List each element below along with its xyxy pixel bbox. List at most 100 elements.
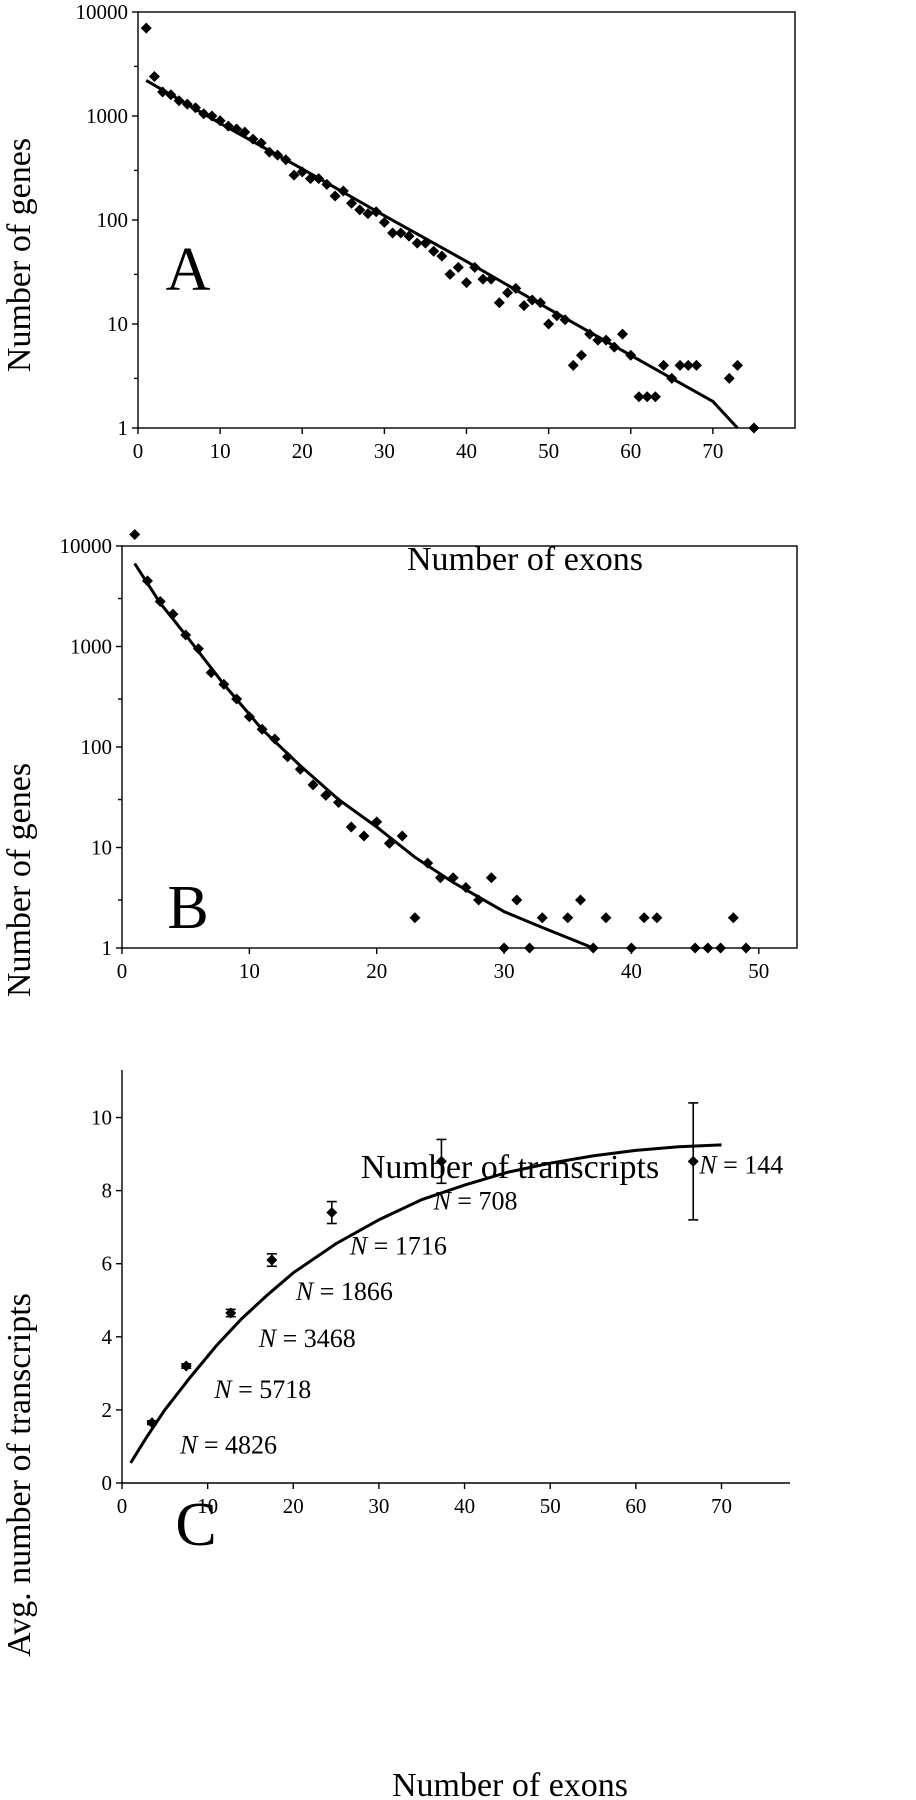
panel-a-data-point: [411, 237, 423, 249]
panel-b-data-point: [434, 872, 446, 884]
panel-a-data-point: [666, 372, 678, 384]
panel-c-n-value: = 1866: [313, 1277, 393, 1306]
panel-a: 0 10 20 30 40 50 60 70 1 10 100 1000 10000: [76, 0, 796, 463]
panel-a-data-point: [165, 89, 177, 101]
panel-b-data-point: [715, 942, 727, 954]
panel-b-data-point: [269, 733, 281, 745]
panel-b-data-point: [307, 779, 319, 791]
panel-b-data-point: [689, 942, 701, 954]
panel-c-n-symbol: N: [258, 1324, 278, 1353]
panel-b-data-point: [651, 912, 663, 924]
panel-a-data-point: [354, 204, 366, 216]
panel-b-data-point: [727, 912, 739, 924]
panel-c-n-symbol: N: [295, 1277, 315, 1306]
panel-b-data-point: [205, 667, 217, 679]
panel-c-y-axis-label: Avg. number of transcripts: [1, 1293, 38, 1657]
panel-c-n-symbol: N: [213, 1375, 233, 1404]
panel-c-n-value: = 708: [451, 1186, 518, 1215]
panel-b-data-point: [320, 789, 332, 801]
panel-b-data-point: [702, 942, 714, 954]
panel-b-data-point: [396, 830, 408, 842]
panel-b-x-tick-label: 0: [117, 959, 128, 983]
panel-a-x-tick-label: 10: [210, 439, 231, 463]
panel-c-fit-line: [129, 1143, 722, 1464]
panel-a-data-point: [181, 98, 193, 110]
panel-a-data-point: [321, 178, 333, 190]
panel-b: 0 10 20 30 40 50 1 10 100 1000 10000: [60, 529, 798, 983]
panel-c-x-tick-label: 60: [625, 1494, 646, 1518]
panel-a-x-tick-label: 30: [374, 439, 395, 463]
panel-a-data-point: [674, 359, 686, 371]
panel-c-n-symbol: N: [432, 1186, 452, 1215]
panel-a-data-point: [444, 268, 456, 280]
panel-b-data-point: [638, 912, 650, 924]
panel-a-data-point: [748, 422, 760, 434]
panel-a-data-point: [641, 391, 653, 403]
panel-a-data-point: [222, 120, 234, 132]
panel-a-data-point: [337, 185, 349, 197]
panel-a-data-point: [723, 372, 735, 384]
panel-a-x-tick-label: 20: [292, 439, 313, 463]
panel-b-data-point: [600, 912, 612, 924]
panel-c-data-point: [146, 1417, 158, 1429]
panel-b-x-tick-label: 10: [239, 959, 260, 983]
panel-c-data-point: [266, 1254, 278, 1266]
panel-b-y-tick-label: 10: [91, 836, 112, 860]
panel-a-data-point: [732, 359, 744, 371]
panel-b-data-point: [473, 894, 485, 906]
panel-a-data-point: [403, 230, 415, 242]
panel-a-data-point: [658, 359, 670, 371]
panel-a-data-point: [469, 261, 481, 273]
panel-a-data-point: [239, 126, 251, 138]
panel-a-x-tick-label: 60: [620, 439, 641, 463]
panel-b-data-point: [422, 857, 434, 869]
panel-b-data-point: [409, 912, 421, 924]
panel-c-n-symbol: N: [698, 1150, 718, 1179]
panel-c-x-tick-label: 0: [117, 1494, 128, 1518]
panel-a-data-point: [617, 328, 629, 340]
panel-b-data-point: [587, 942, 599, 954]
panel-a-x-tick-label: 70: [702, 439, 723, 463]
panel-a-data-point: [543, 318, 555, 330]
panel-c-x-tick-label: 30: [368, 1494, 389, 1518]
panel-c-x-tick-label: 50: [540, 1494, 561, 1518]
panel-a-data-point: [173, 95, 185, 107]
panel-a-fit-line: [145, 79, 739, 430]
panel-a-data-point: [395, 227, 407, 239]
panel-c-n-value: = 144: [717, 1150, 784, 1179]
panel-b-data-point: [485, 872, 497, 884]
panel-a-data-point: [214, 115, 226, 127]
panel-b-data-point: [447, 872, 459, 884]
panel-a-data-point: [231, 123, 243, 135]
panel-c-n-annotation: N = 708: [432, 1186, 517, 1215]
panel-a-data-point: [493, 297, 505, 309]
panel-a-y-tick-label: 1000: [86, 104, 128, 128]
panel-a-data-point: [272, 149, 284, 161]
panel-a-data-point: [633, 391, 645, 403]
panel-b-data-point: [371, 816, 383, 828]
panel-a-data-point: [288, 169, 300, 181]
panel-c-y-tick-label: 8: [102, 1179, 113, 1203]
panel-c-x-tick-label: 20: [283, 1494, 304, 1518]
panel-a-y-tick-label: 100: [97, 208, 129, 232]
panel-c-n-value: = 1716: [367, 1232, 447, 1261]
panel-c-data-point: [326, 1207, 338, 1219]
panel-b-data-point: [536, 912, 548, 924]
panel-a-data-point: [477, 273, 489, 285]
panel-a-data-point: [600, 334, 612, 346]
panel-a-data-point: [280, 154, 292, 166]
panel-c-n-value: = 4826: [197, 1431, 277, 1460]
panel-b-data-point: [383, 837, 395, 849]
panel-a-data-point: [378, 216, 390, 228]
panel-c-n-annotation: N = 5718: [213, 1375, 311, 1404]
panel-b-letter: B: [167, 874, 208, 942]
panel-b-y-tick-label: 1: [102, 936, 113, 960]
panel-c-data-point: [687, 1155, 699, 1167]
panel-a-data-point: [428, 245, 440, 257]
panel-a-data-point: [649, 391, 661, 403]
panel-a-data-point: [461, 277, 472, 289]
panel-a-data-point: [518, 300, 530, 312]
panel-a-data-point: [575, 349, 587, 361]
panel-a-data-point: [140, 22, 152, 34]
